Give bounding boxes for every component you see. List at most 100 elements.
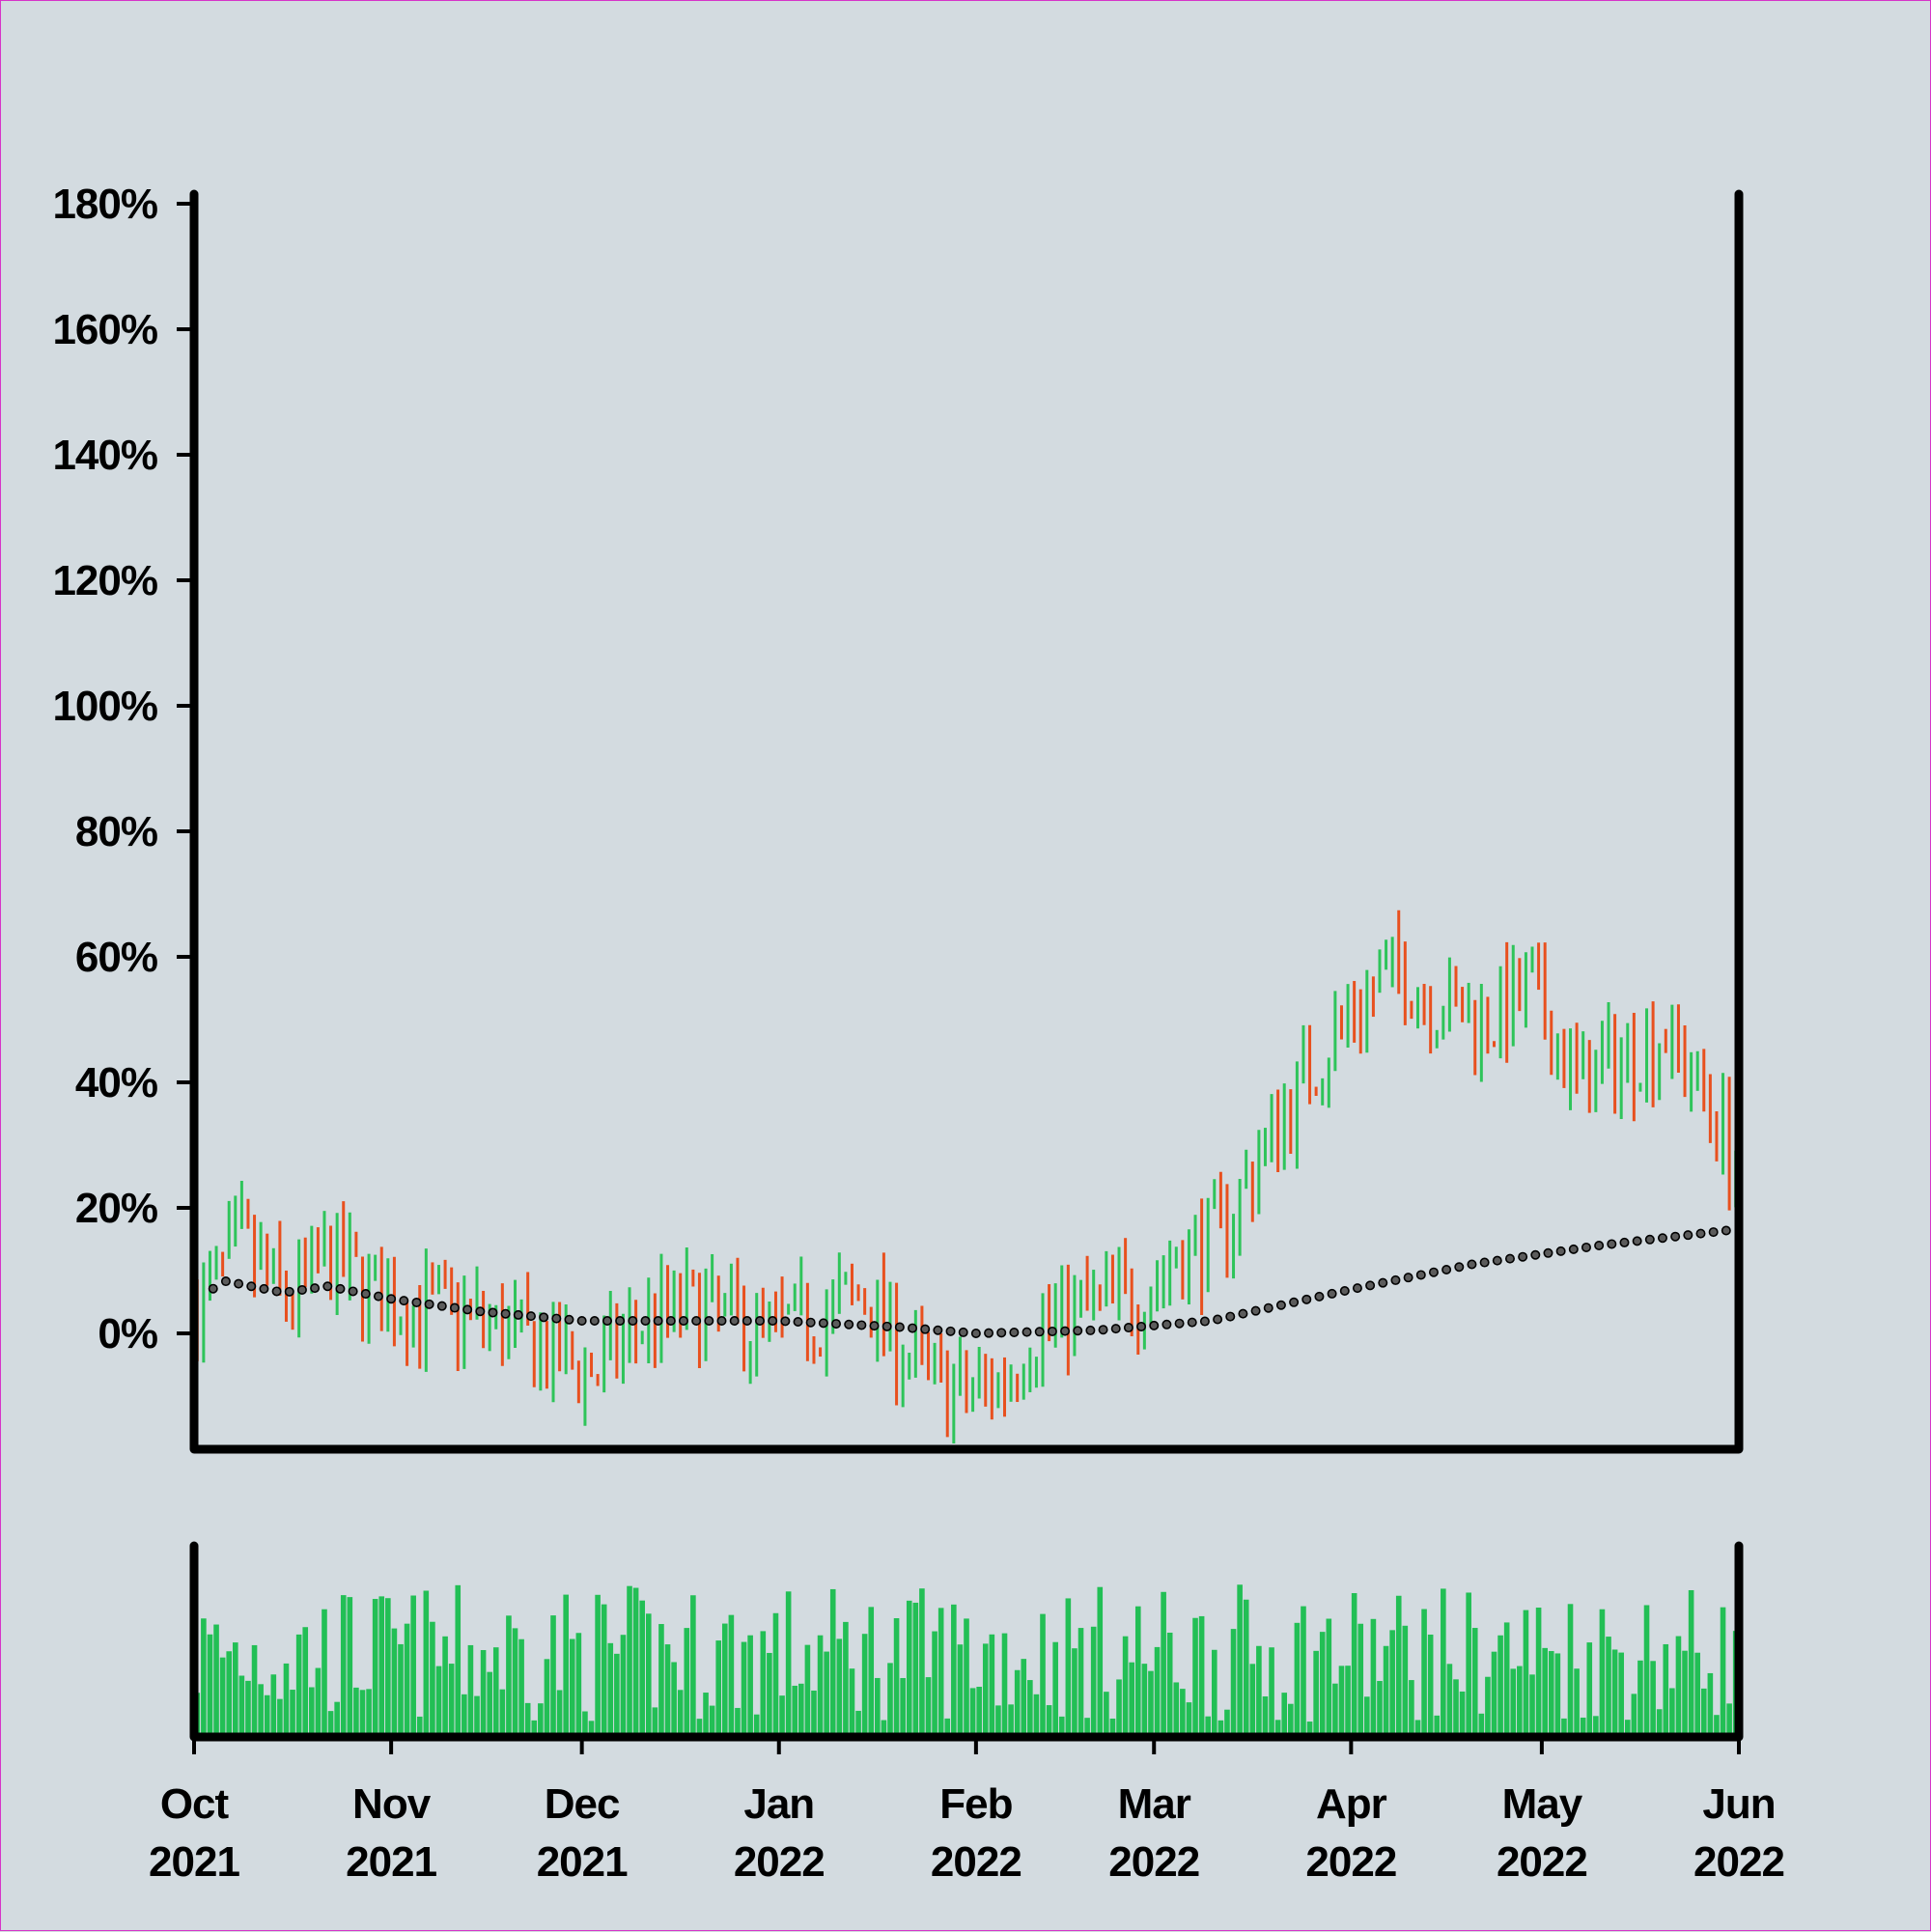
volume-bar (499, 1689, 506, 1737)
volume-bar (639, 1600, 645, 1737)
volume-bar (804, 1644, 811, 1737)
volume-bar (524, 1702, 531, 1737)
moving-average-point (1467, 1259, 1477, 1270)
volume-bar (1306, 1722, 1313, 1737)
moving-average-point (310, 1283, 321, 1294)
moving-average-point (704, 1316, 714, 1327)
volume-bar (1624, 1720, 1631, 1737)
volume-bar (1256, 1645, 1262, 1737)
moving-average-point (1619, 1237, 1630, 1247)
volume-bar (1535, 1608, 1542, 1737)
moving-average-point (589, 1316, 600, 1327)
volume-bar (1414, 1720, 1421, 1737)
volume-bar (1700, 1688, 1707, 1737)
volume-bar (1072, 1648, 1077, 1737)
volume-bar (1040, 1613, 1046, 1737)
volume-bar (1237, 1584, 1243, 1737)
volume-bar (1357, 1623, 1364, 1737)
volume-bar (455, 1584, 462, 1737)
volume-bar (1033, 1694, 1040, 1737)
moving-average-point (296, 1284, 307, 1295)
moving-average-point (1568, 1244, 1579, 1254)
volume-bar (544, 1659, 550, 1737)
moving-average-point (933, 1325, 943, 1335)
volume-bar (824, 1651, 829, 1737)
moving-average-point (945, 1326, 956, 1336)
volume-bar (264, 1694, 270, 1737)
y-tick-label: 140% (52, 432, 157, 479)
moving-average-point (1289, 1297, 1300, 1307)
x-tick-label-month: Dec (545, 1780, 620, 1828)
volume-bar (900, 1677, 906, 1737)
volume-bar (207, 1634, 213, 1737)
volume-bar (238, 1675, 245, 1737)
moving-average-point (208, 1283, 218, 1294)
volume-bar (1675, 1636, 1682, 1737)
volume-bar (448, 1664, 455, 1737)
volume-bar (1383, 1645, 1389, 1737)
x-tick-label-month: Feb (939, 1780, 1012, 1828)
volume-bar (772, 1612, 779, 1737)
volume-bar (1503, 1622, 1510, 1737)
volume-bar (664, 1644, 671, 1737)
volume-bar (531, 1720, 538, 1737)
volume-bar (677, 1690, 684, 1737)
x-tick-label-year: 2022 (734, 1838, 825, 1886)
y-tick-label: 0% (98, 1310, 157, 1358)
moving-average-point (576, 1316, 587, 1327)
volume-bar (245, 1680, 251, 1737)
moving-average-point (424, 1299, 434, 1309)
volume-bar (976, 1686, 982, 1737)
moving-average-point (856, 1320, 867, 1330)
volume-bar (391, 1628, 398, 1737)
volume-bar (538, 1703, 544, 1737)
volume-bar (747, 1635, 753, 1737)
moving-average-point (1085, 1325, 1096, 1335)
volume-bar (518, 1638, 524, 1737)
volume-bar (690, 1595, 696, 1737)
volume-bar (1097, 1586, 1104, 1737)
volume-bar (944, 1718, 951, 1737)
volume-bar (1599, 1609, 1606, 1737)
moving-average-point (564, 1314, 574, 1325)
moving-average-point (1314, 1291, 1325, 1302)
moving-average-point (551, 1313, 562, 1324)
volume-bar (1707, 1672, 1714, 1737)
moving-average-point (500, 1308, 511, 1319)
moving-average-point (920, 1324, 931, 1334)
volume-bar (595, 1594, 601, 1737)
volume-bar (1046, 1705, 1052, 1737)
moving-average-point (1441, 1264, 1452, 1274)
volume-bar (1109, 1718, 1116, 1737)
volume-bar (855, 1710, 861, 1737)
moving-average-point (449, 1302, 460, 1313)
volume-bar (1510, 1668, 1517, 1737)
volume-bar (1427, 1634, 1434, 1737)
volume-bar (309, 1687, 315, 1737)
moving-average-point (1263, 1302, 1273, 1313)
volume-bar (1338, 1666, 1345, 1737)
volume-bar (1421, 1609, 1427, 1737)
y-tick-label: 160% (52, 306, 157, 353)
volume-bar (1090, 1626, 1097, 1737)
volume-bar (1586, 1642, 1593, 1737)
volume-bar (563, 1594, 569, 1737)
volume-bar (1301, 1606, 1306, 1737)
moving-average-point (691, 1316, 702, 1327)
volume-bar (1351, 1593, 1357, 1737)
volume-bar (1052, 1641, 1058, 1737)
volume-bar (798, 1683, 804, 1737)
moving-average-point (1479, 1257, 1490, 1268)
volume-bar (322, 1609, 327, 1737)
volume-bar (1148, 1670, 1154, 1737)
moving-average-point (1225, 1311, 1236, 1322)
moving-average-point (1352, 1283, 1362, 1294)
x-tick-label-month: May (1502, 1780, 1583, 1828)
volume-bar (1230, 1629, 1237, 1737)
moving-average-point (348, 1286, 358, 1297)
volume-bar (1058, 1716, 1065, 1737)
moving-average-point (360, 1289, 371, 1300)
x-tick-label-year: 2022 (1693, 1838, 1784, 1886)
moving-average-point (1632, 1236, 1642, 1246)
